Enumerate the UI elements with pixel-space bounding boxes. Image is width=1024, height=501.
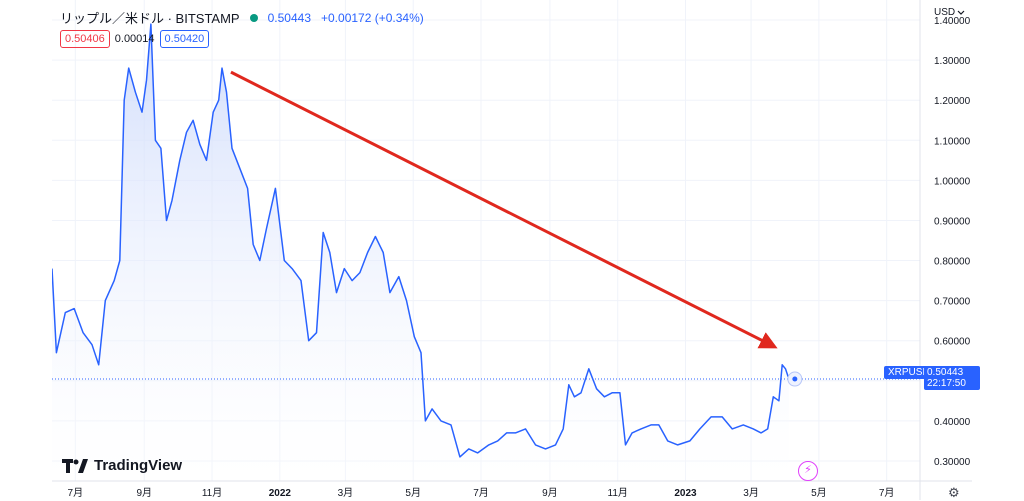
y-tick-label: 1.40000 xyxy=(934,16,971,27)
x-tick-label: 9月 xyxy=(542,487,558,499)
y-tick-label: 0.90000 xyxy=(934,216,971,227)
x-tick-label: 3月 xyxy=(338,487,354,499)
symbol-header: リップル／米ドル · BITSTAMP 0.50443 +0.00172 (+0… xyxy=(60,8,424,27)
x-tick-label: 11月 xyxy=(202,487,222,499)
y-tick-label: 0.40000 xyxy=(934,417,971,428)
y-tick-label: 1.30000 xyxy=(934,56,971,67)
x-tick-label: 5月 xyxy=(811,487,827,499)
header-price: 0.50443 xyxy=(267,10,311,25)
trend-arrow[interactable] xyxy=(230,70,778,349)
y-tick-label: 0.30000 xyxy=(934,457,971,468)
gear-icon[interactable]: ⚙ xyxy=(948,485,960,500)
y-tick-label: 1.10000 xyxy=(934,136,971,147)
spread-value: 0.00014 xyxy=(114,33,155,45)
last-price-value: 0.50443 xyxy=(927,367,964,378)
tradingview-logo[interactable]: TradingView xyxy=(62,457,182,474)
ask-button[interactable]: 0.50420 xyxy=(159,30,210,48)
chevron-down-icon xyxy=(957,10,965,15)
last-point-dot xyxy=(792,376,798,382)
y-tick-label: 1.20000 xyxy=(934,96,971,107)
y-tick-label: 0.70000 xyxy=(934,297,971,308)
lightning-icon[interactable]: ⚡ xyxy=(798,461,818,481)
x-tick-label: 7月 xyxy=(68,487,84,499)
x-tick-label: 7月 xyxy=(879,487,895,499)
y-tick-label: 0.80000 xyxy=(934,257,971,268)
symbol-title[interactable]: リップル／米ドル · BITSTAMP xyxy=(60,11,240,26)
price-axis: 1.40000 1.30000 1.20000 1.10000 1.00000 0.900… xyxy=(934,16,971,468)
time-axis: 7月 9月 11月 2022 3月 5月 7月 9月 11月 2023 3月 5月 7月 xyxy=(68,487,895,499)
price-line xyxy=(52,23,790,458)
chart-frame: 1.40000 1.30000 1.20000 1.10000 1.00000 0.900… xyxy=(52,0,972,500)
bid-button[interactable]: 0.50406 xyxy=(60,30,110,48)
x-tick-label: 2023 xyxy=(674,488,697,499)
currency-label: USD xyxy=(934,7,956,18)
bid-ask-row: 0.50406 0.00014 0.50420 xyxy=(60,30,210,48)
market-open-dot xyxy=(249,13,258,22)
x-tick-label: 11月 xyxy=(608,487,628,499)
y-tick-label: 1.00000 xyxy=(934,176,971,187)
price-chart[interactable]: 1.40000 1.30000 1.20000 1.10000 1.00000 0.900… xyxy=(52,0,972,500)
logo-text: TradingView xyxy=(94,457,183,474)
bar-countdown: 22:17:50 xyxy=(927,378,966,389)
x-tick-label: 5月 xyxy=(405,487,421,499)
x-tick-label: 9月 xyxy=(136,487,152,499)
x-tick-label: 2022 xyxy=(269,488,292,499)
header-change: +0.00172 (+0.34%) xyxy=(321,10,424,25)
price-area xyxy=(52,24,789,481)
tradingview-logo-icon xyxy=(62,458,88,473)
x-tick-label: 3月 xyxy=(743,487,759,499)
x-tick-label: 7月 xyxy=(473,487,489,499)
currency-selector[interactable]: USD xyxy=(934,7,965,18)
symbol-price-label: XRPUSD xyxy=(884,366,934,379)
last-price-label: 0.50443 22:17:50 xyxy=(924,366,980,390)
y-tick-label: 0.60000 xyxy=(934,337,971,348)
